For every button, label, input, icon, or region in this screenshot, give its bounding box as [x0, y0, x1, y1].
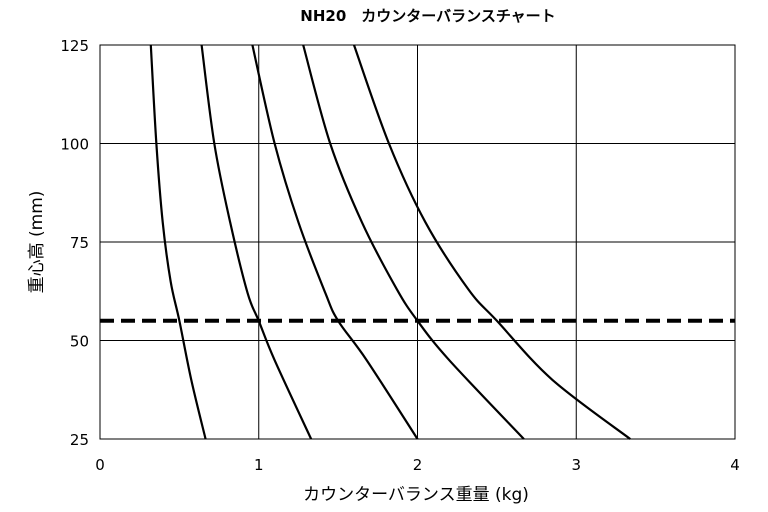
- y-tick-label-2: 75: [70, 234, 89, 252]
- x-tick-label-3: 3: [571, 456, 581, 474]
- x-tick-label-2: 2: [413, 456, 423, 474]
- curve-layer: [149, 44, 631, 440]
- y-tick-label-3: 100: [60, 136, 89, 154]
- x-tick-label-0: 0: [95, 456, 105, 474]
- x-tick-label-4: 4: [730, 456, 740, 474]
- y-tick-label-0: 25: [70, 431, 89, 449]
- x-tick-label-1: 1: [254, 456, 264, 474]
- tick-layer: 0 1 2 3 4 25 50 75 100 125: [60, 37, 739, 474]
- series-line-5: [352, 44, 631, 440]
- series-line-1: [149, 44, 207, 440]
- x-axis-label: カウンターバランス重量 (kg): [303, 485, 529, 505]
- series-line-3: [251, 44, 419, 440]
- y-tick-label-1: 50: [70, 333, 89, 351]
- grid-layer: [99, 44, 736, 440]
- chart-title: NH20 カウンターバランスチャート: [300, 7, 555, 25]
- series-line-4: [302, 44, 525, 440]
- y-tick-label-4: 125: [60, 37, 89, 55]
- y-axis-label: 重心高 (mm): [27, 191, 47, 294]
- series-line-2: [200, 44, 313, 440]
